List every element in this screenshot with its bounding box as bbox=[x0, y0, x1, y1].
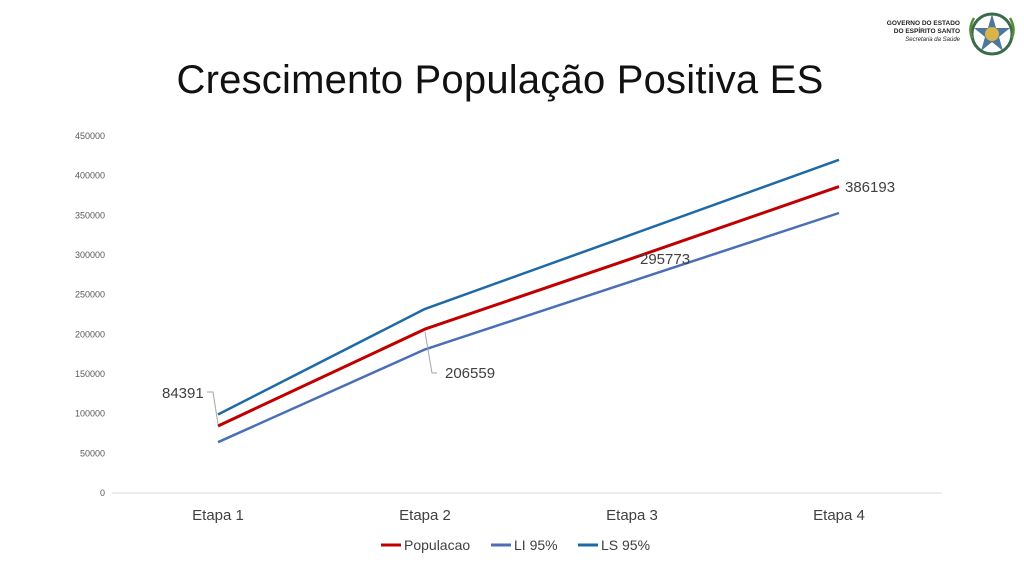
logo-line-1: GOVERNO DO ESTADO bbox=[886, 20, 960, 27]
y-tick-label: 350000 bbox=[75, 210, 105, 220]
x-axis-categories: Etapa 1 Etapa 2 Etapa 3 Etapa 4 bbox=[192, 507, 865, 524]
data-label-leader bbox=[207, 391, 219, 425]
x-tick-label: Etapa 4 bbox=[813, 507, 865, 524]
series-line-populacao bbox=[217, 185, 840, 428]
logo-line-2: DO ESPÍRITO SANTO bbox=[893, 28, 960, 35]
legend: Populacao LI 95% LS 95% bbox=[381, 537, 650, 553]
logo-line-3: Secretaria da Saúde bbox=[905, 37, 960, 43]
data-label: 295773 bbox=[640, 251, 690, 268]
series-line-ls-95- bbox=[217, 158, 840, 416]
data-label: 386193 bbox=[845, 179, 895, 196]
data-labels: 84391 206559 295773 386193 bbox=[162, 179, 895, 425]
data-label: 84391 bbox=[162, 385, 204, 402]
legend-label: LI 95% bbox=[514, 537, 558, 553]
x-tick-label: Etapa 1 bbox=[192, 507, 244, 524]
y-tick-label: 100000 bbox=[75, 409, 105, 419]
y-tick-label: 450000 bbox=[75, 131, 105, 141]
slide-title: Crescimento População Positiva ES bbox=[176, 58, 824, 102]
data-label-leader bbox=[424, 331, 437, 374]
government-logo: GOVERNO DO ESTADO DO ESPÍRITO SANTO Secr… bbox=[887, 8, 1020, 60]
series-line-li-95- bbox=[217, 211, 840, 444]
y-tick-label: 50000 bbox=[80, 448, 105, 458]
y-tick-label: 300000 bbox=[75, 250, 105, 260]
legend-label: LS 95% bbox=[601, 537, 650, 553]
y-tick-label: 150000 bbox=[75, 369, 105, 379]
y-tick-label: 250000 bbox=[75, 290, 105, 300]
x-tick-label: Etapa 2 bbox=[399, 507, 451, 524]
coat-of-arms-icon bbox=[969, 12, 1015, 56]
data-label: 206559 bbox=[445, 365, 495, 382]
y-tick-label: 200000 bbox=[75, 329, 105, 339]
y-axis-ticks: 0 50000 100000 150000 200000 250000 300000 3500… bbox=[75, 131, 105, 498]
series-lines bbox=[217, 158, 840, 444]
y-tick-label: 0 bbox=[100, 488, 105, 498]
legend-label: Populacao bbox=[404, 537, 470, 553]
y-tick-label: 400000 bbox=[75, 171, 105, 181]
x-tick-label: Etapa 3 bbox=[606, 507, 658, 524]
